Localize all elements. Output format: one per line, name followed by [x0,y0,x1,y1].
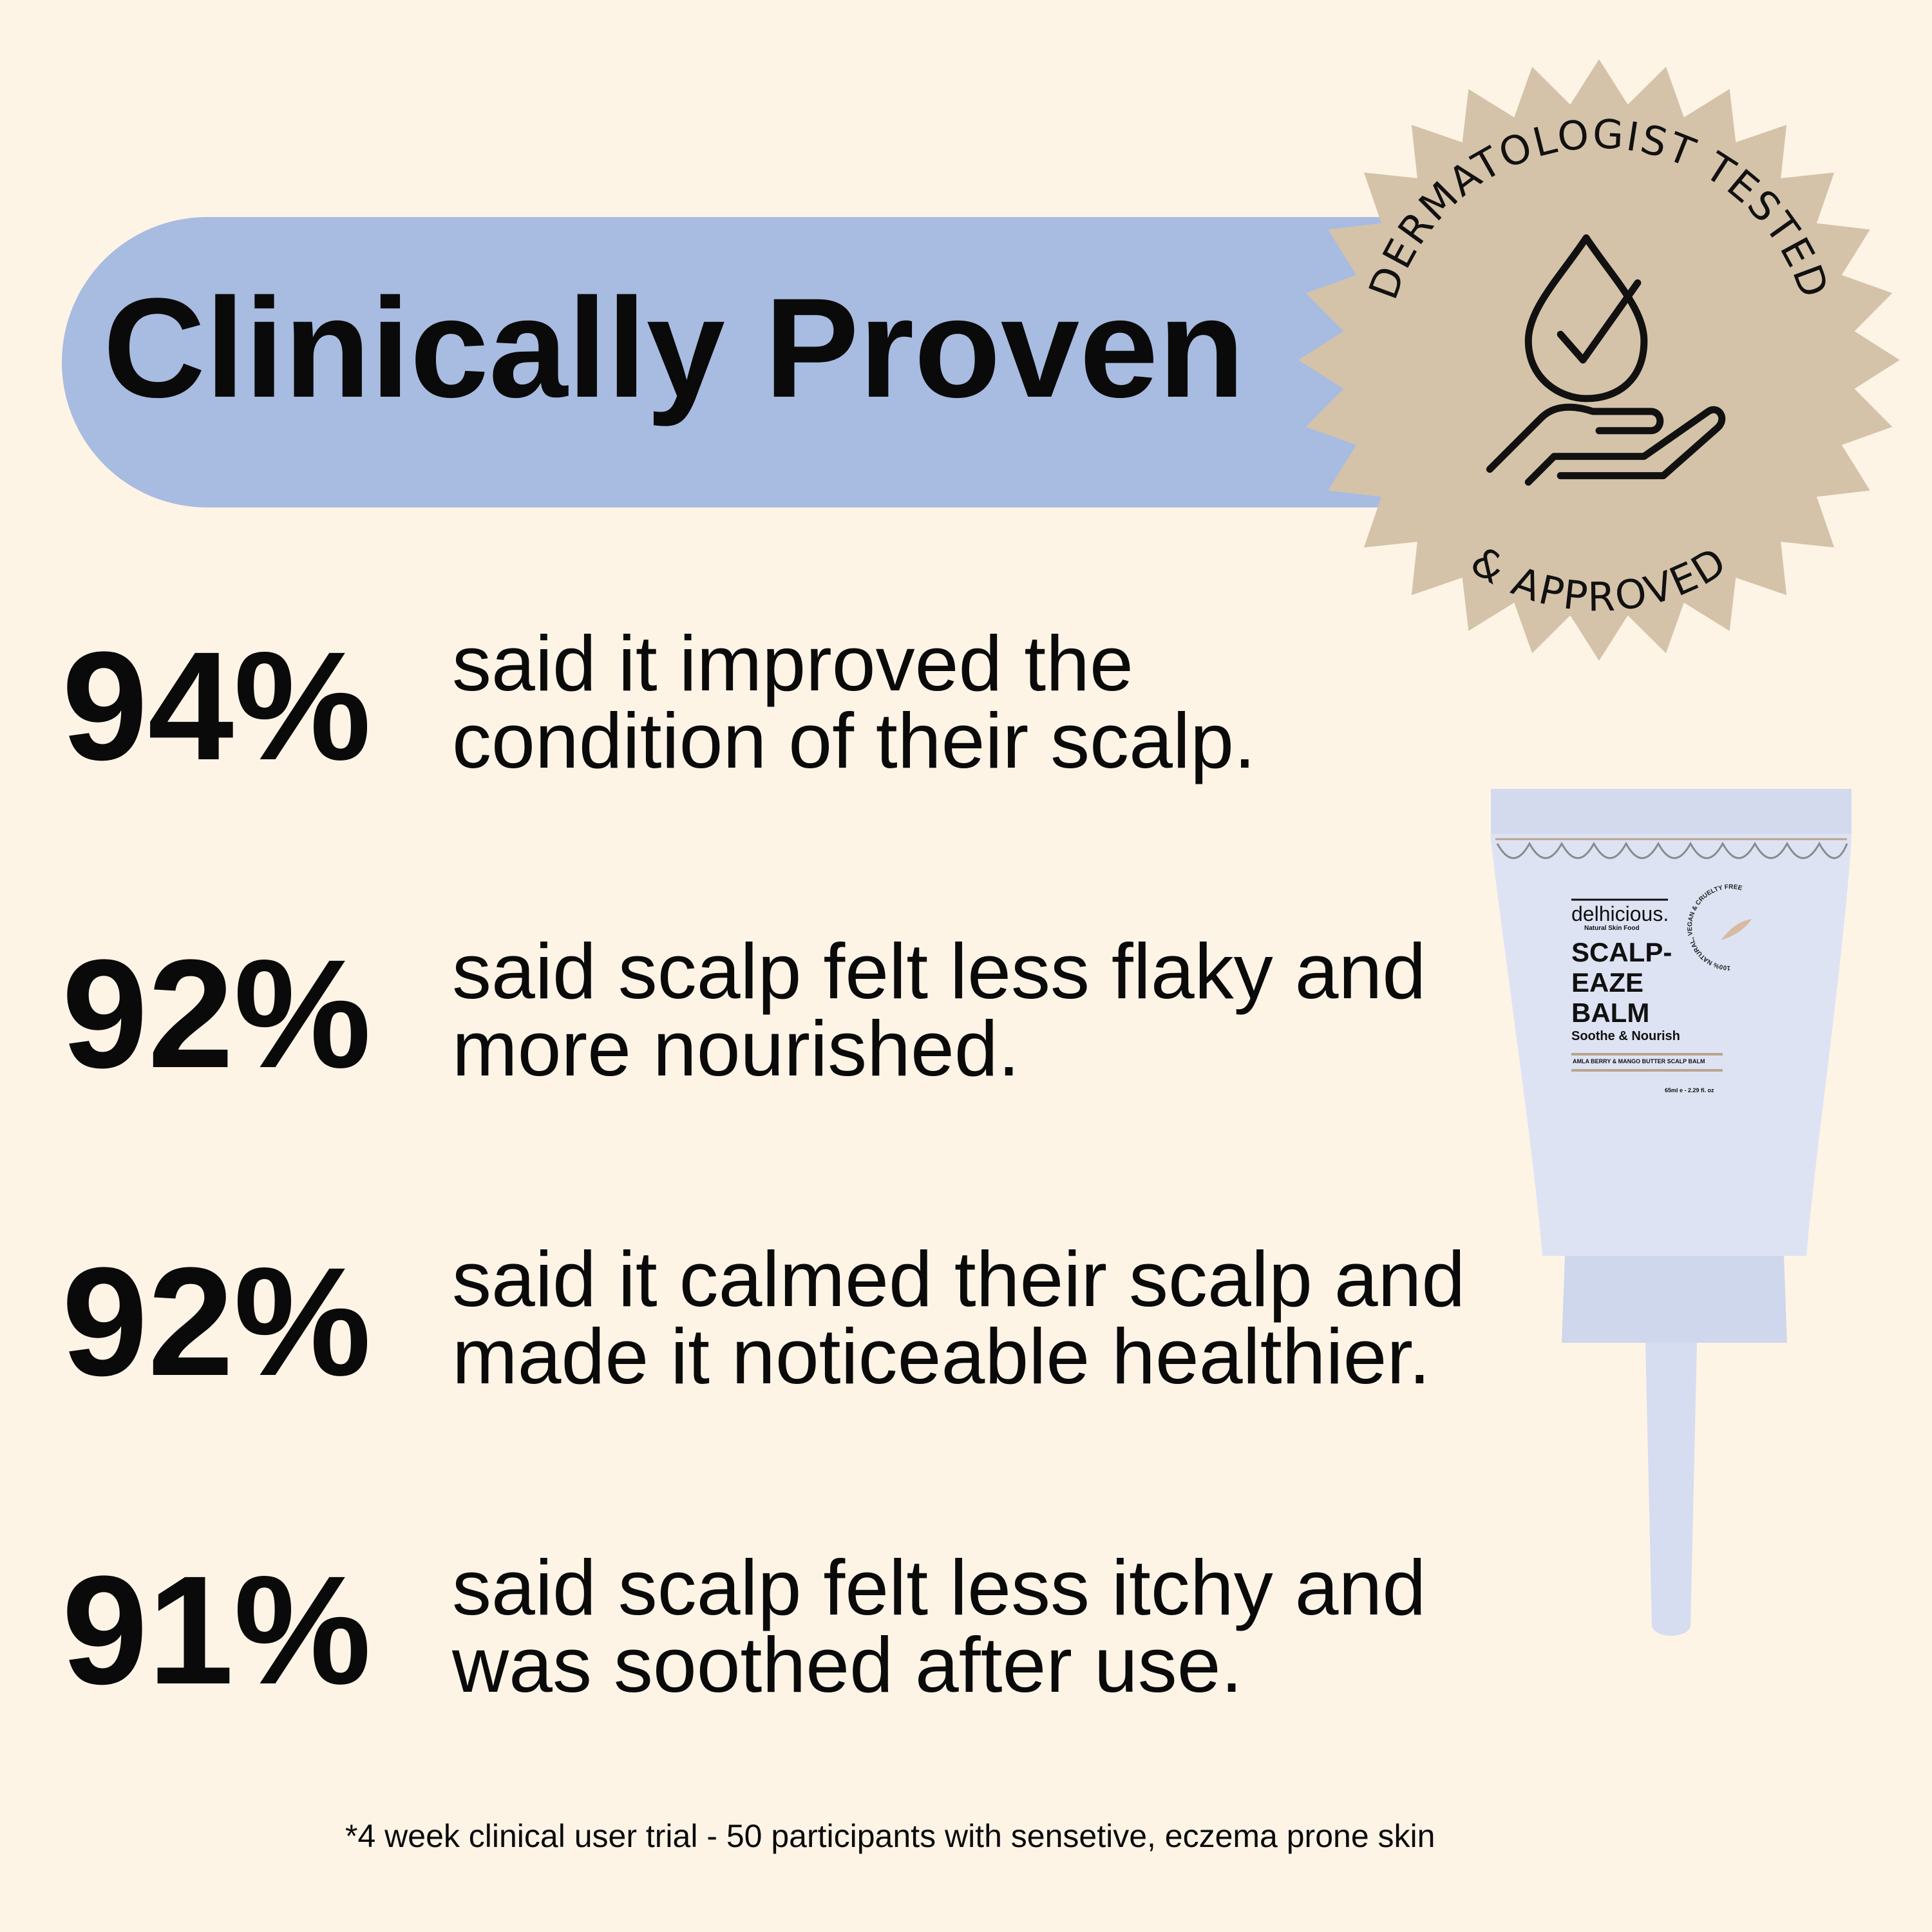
stat-row: 91% said scalp felt less itchy and was so… [62,1544,1479,1720]
stat-percent: 92% [62,927,372,1100]
footnote: *4 week clinical user trial - 50 partici… [345,1818,1435,1854]
product-image: 100% NATURAL, VEGAN & CRUELTY FREE delhi… [1481,782,1861,1639]
stat-row: 92% said scalp felt less flaky and more n… [62,927,1479,1104]
product-subtitle: Soothe & Nourish [1571,1029,1680,1043]
title-banner [62,217,1414,507]
page-title: Clinically Proven [103,269,1245,427]
stat-line: said it calmed their scalp and [452,1235,1466,1323]
product-tagline: Natural Skin Food [1584,925,1640,932]
stat-row: 92% said it calmed their scalp and made i… [62,1235,1479,1412]
drop-check-hand-icon [1486,234,1726,486]
stat-line: condition of their scalp. [452,697,1256,784]
product-size: 65ml e - 2.29 fl. oz [1665,1087,1714,1094]
product-brand: delhicious. [1571,902,1669,925]
stat-percent: 92% [62,1235,372,1408]
product-name: SCALP- EAZE BALM [1571,937,1672,1028]
product-ingredients: AMLA BERRY & MANGO BUTTER SCALP BALM [1573,1058,1705,1065]
stat-line: made it noticeable healthier. [452,1312,1431,1400]
stat-line: said scalp felt less itchy and [452,1544,1426,1631]
stat-line: more nourished. [452,1005,1020,1092]
stat-line: was soothed after use. [452,1621,1243,1709]
stat-percent: 91% [62,1544,372,1716]
stat-line: said scalp felt less flaky and [452,927,1426,1015]
stat-percent: 94% [62,620,372,792]
stat-row: 94% said it improved the condition of the… [62,620,1479,796]
stat-line: said it improved the [452,620,1133,707]
dermatologist-badge: DERMATOLOGIST TESTED & APPROVED [1298,59,1900,661]
